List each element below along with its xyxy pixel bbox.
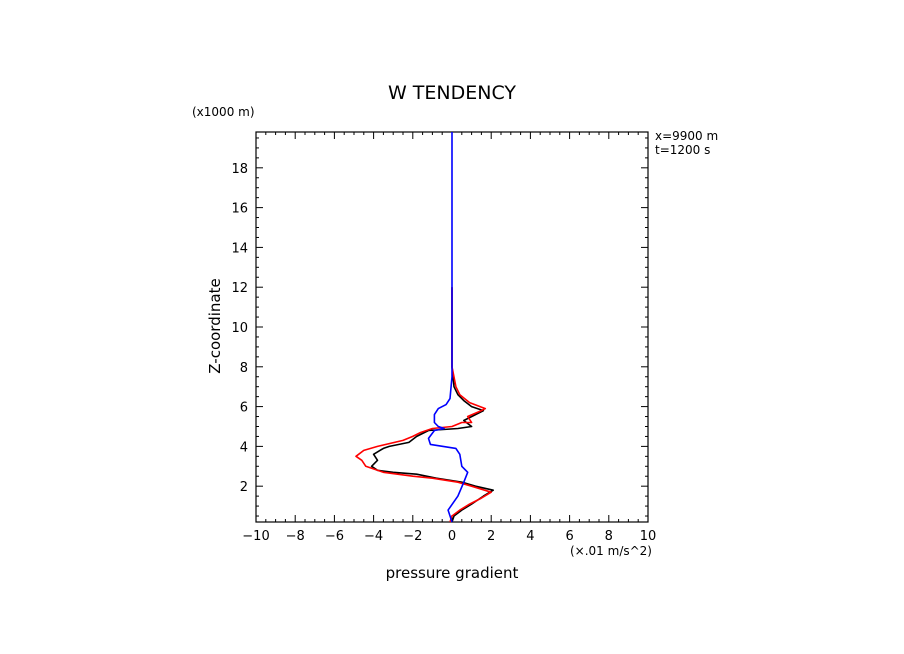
chart-title: W TENDENCY: [388, 82, 516, 104]
y-tick-label: 8: [240, 361, 248, 376]
annotation-t: t=1200 s: [655, 143, 710, 157]
y-tick-label: 16: [231, 202, 248, 217]
annotation-x: x=9900 m: [655, 129, 718, 143]
y-tick-label: 10: [231, 321, 248, 336]
x-axis-label: pressure gradient: [386, 564, 519, 582]
tick-labels: −10 −8 −6 −4 −2 0 2 4 6 8 10 2 4 6 8 10 12 14 16 18: [231, 162, 656, 544]
series-line-2: [355, 287, 493, 523]
series-layer: [355, 132, 495, 523]
y-tick-label: 2: [240, 480, 248, 495]
y-tick-label: 6: [240, 401, 248, 416]
y-unit-label: (x1000 m): [192, 105, 255, 119]
x-tick-label: −6: [325, 529, 344, 544]
y-tick-label: 18: [231, 162, 248, 177]
x-tick-label: 6: [565, 529, 573, 544]
x-tick-label: −10: [242, 529, 269, 544]
x-tick-label: −2: [403, 529, 422, 544]
y-axis-label: Z-coordinate: [206, 278, 224, 373]
x-unit-label: (×.01 m/s^2): [570, 544, 652, 558]
x-tick-label: −4: [364, 529, 383, 544]
y-tick-label: 4: [240, 440, 248, 455]
y-tick-label: 12: [231, 281, 248, 296]
y-tick-label: 14: [231, 241, 248, 256]
x-tick-label: 2: [487, 529, 495, 544]
x-tick-label: −8: [286, 529, 305, 544]
series-line-1: [370, 287, 495, 523]
x-tick-label: 4: [526, 529, 534, 544]
x-tick-label: 0: [448, 529, 456, 544]
series-line-3: [427, 132, 469, 523]
x-tick-label: 10: [640, 529, 657, 544]
x-tick-label: 8: [605, 529, 613, 544]
